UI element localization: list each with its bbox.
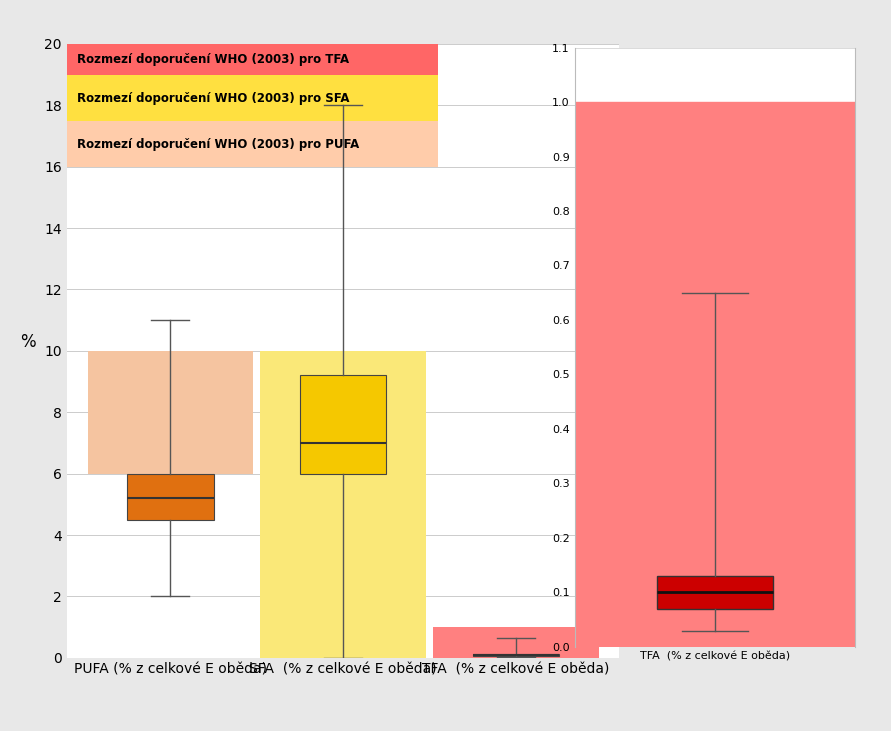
Bar: [67, 121, 438, 167]
Bar: [300, 376, 386, 474]
Bar: [575, 102, 855, 647]
Bar: [260, 351, 426, 658]
Text: Rozmezí doporučení WHO (2003) pro SFA: Rozmezí doporučení WHO (2003) pro SFA: [78, 92, 349, 105]
Text: Rozmezí doporučení WHO (2003) pro PUFA: Rozmezí doporučení WHO (2003) pro PUFA: [78, 138, 359, 151]
Bar: [67, 75, 438, 121]
Bar: [657, 576, 773, 609]
Bar: [67, 44, 438, 75]
Bar: [87, 351, 253, 474]
Bar: [127, 474, 214, 520]
Bar: [433, 627, 599, 658]
Bar: [472, 654, 559, 656]
Y-axis label: %: %: [20, 333, 36, 351]
Text: Rozmezí doporučení WHO (2003) pro TFA: Rozmezí doporučení WHO (2003) pro TFA: [78, 53, 349, 67]
